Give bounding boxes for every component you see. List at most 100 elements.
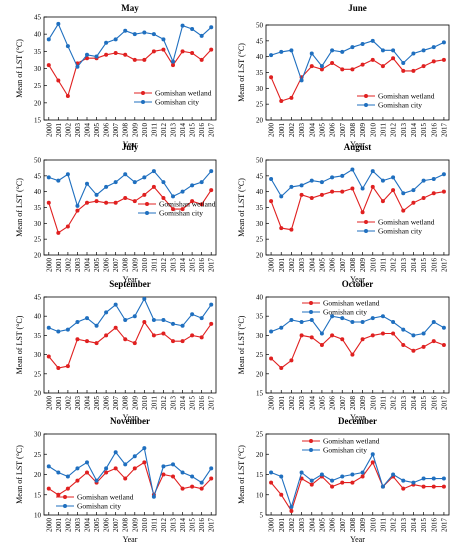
x-tick-label: 2006: [329, 123, 337, 138]
x-tick-label: 2017: [208, 518, 216, 533]
data-point-wetland: [142, 460, 147, 465]
y-tick-label: 35: [34, 332, 42, 340]
data-point-city: [391, 175, 396, 180]
data-point-wetland: [391, 56, 396, 61]
data-point-city: [142, 446, 147, 451]
data-point-city: [370, 169, 375, 174]
x-tick-label: 2014: [179, 123, 187, 138]
data-point-wetland: [75, 478, 80, 483]
x-tick-label: 2015: [420, 396, 428, 411]
data-point-city: [171, 194, 175, 199]
data-point-city: [330, 48, 335, 53]
x-tick-label: 2011: [150, 518, 158, 532]
data-point-wetland: [123, 52, 128, 57]
data-point-wetland: [132, 57, 137, 62]
data-point-city: [75, 319, 80, 324]
x-axis-label: Year: [350, 535, 365, 544]
y-tick-label: 25: [34, 451, 42, 459]
data-point-wetland: [94, 199, 99, 204]
x-tick-label: 2013: [170, 396, 178, 411]
x-axis-label: Year: [350, 413, 365, 422]
x-tick-label: 2011: [150, 123, 158, 137]
y-tick-label: 30: [256, 332, 264, 340]
x-tick-label: 2008: [122, 396, 130, 411]
x-tick-label: 2017: [208, 396, 216, 411]
legend-label: Gomishan wetland: [155, 89, 212, 98]
x-tick-label: 2010: [369, 123, 377, 138]
data-point-wetland: [340, 480, 345, 485]
legend-label: Gomishan wetland: [378, 92, 435, 101]
x-tick-label: 2003: [298, 258, 306, 273]
data-point-city: [209, 302, 214, 307]
y-tick-label: 30: [256, 85, 264, 93]
legend-label: Gomishan city: [77, 502, 121, 511]
data-point-wetland: [65, 364, 70, 369]
data-point-city: [441, 325, 446, 330]
data-point-wetland: [269, 199, 274, 204]
x-tick-label: 2009: [131, 258, 139, 273]
data-point-wetland: [75, 208, 80, 213]
data-point-city: [279, 49, 284, 54]
data-point-wetland: [190, 333, 195, 338]
x-tick-label: 2011: [150, 258, 158, 272]
x-tick-label: 2006: [329, 396, 337, 411]
data-point-wetland: [132, 466, 137, 471]
data-point-city: [151, 318, 156, 323]
y-axis-label: Mean of LST (°C): [15, 178, 24, 237]
data-point-city: [104, 310, 109, 315]
y-tick-label: 20: [256, 370, 264, 378]
x-tick-label: 2004: [84, 123, 92, 138]
x-tick-label: 2015: [420, 258, 428, 273]
data-point-city: [431, 476, 436, 481]
x-tick-label: 2012: [160, 258, 168, 273]
data-point-wetland: [56, 230, 61, 235]
x-axis-label: Year: [350, 140, 365, 149]
data-point-city: [46, 325, 51, 330]
data-point-wetland: [411, 200, 416, 205]
data-point-city: [319, 180, 324, 185]
data-point-city: [123, 462, 128, 467]
data-point-wetland: [431, 191, 436, 196]
x-tick-label: 2005: [93, 396, 101, 411]
data-point-wetland: [190, 51, 195, 56]
y-tick-label: 20: [34, 99, 42, 107]
data-point-wetland: [161, 331, 166, 336]
y-tick-label: 35: [34, 48, 42, 56]
data-point-wetland: [94, 341, 99, 346]
data-point-city: [431, 45, 436, 50]
y-axis-label: Mean of LST (°C): [15, 445, 24, 504]
data-point-wetland: [123, 196, 128, 200]
data-point-city: [350, 45, 355, 50]
x-tick-label: 2013: [400, 123, 408, 138]
chart-title: May: [121, 3, 139, 13]
data-point-city: [391, 48, 396, 53]
data-point-city: [113, 37, 118, 42]
data-point-wetland: [289, 227, 294, 232]
data-point-wetland: [340, 67, 345, 72]
x-tick-label: 2007: [339, 518, 347, 533]
data-point-city: [132, 314, 137, 319]
data-point-city: [340, 316, 345, 321]
legend-marker: [309, 301, 313, 305]
x-tick-label: 2003: [298, 396, 306, 411]
x-tick-label: 2012: [160, 396, 168, 411]
data-point-wetland: [350, 352, 355, 357]
data-point-city: [180, 470, 185, 475]
x-tick-label: 2000: [268, 396, 276, 411]
data-point-city: [319, 64, 324, 69]
data-point-wetland: [199, 335, 204, 340]
data-point-city: [370, 452, 375, 457]
y-axis-label: Mean of LST (°C): [237, 445, 246, 504]
data-point-wetland: [56, 366, 61, 371]
data-point-wetland: [123, 476, 128, 481]
x-tick-label: 2013: [170, 258, 178, 273]
x-tick-label: 2009: [359, 123, 367, 138]
data-point-city: [85, 316, 89, 321]
y-tick-label: 40: [34, 313, 42, 321]
data-point-wetland: [132, 341, 137, 346]
y-tick-label: 50: [34, 157, 42, 165]
x-tick-label: 2002: [288, 123, 296, 138]
data-point-wetland: [340, 337, 345, 342]
data-point-city: [279, 474, 284, 479]
